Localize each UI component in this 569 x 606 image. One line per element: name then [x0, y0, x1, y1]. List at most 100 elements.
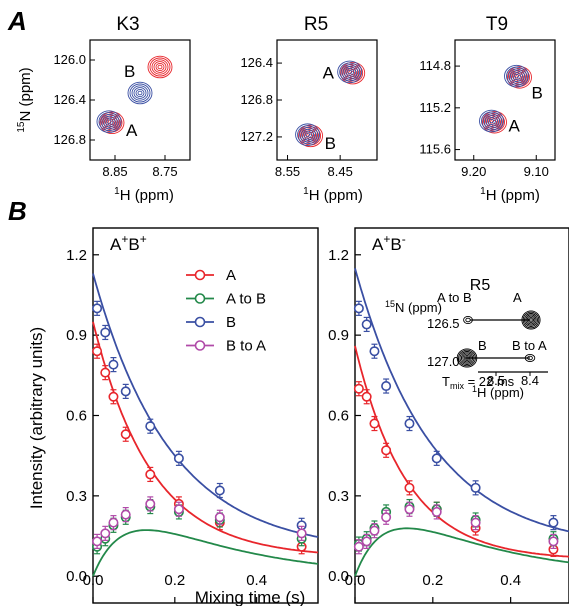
data-point-a: [120, 429, 131, 440]
data-point-b: [381, 381, 392, 392]
panel-letter-a: A: [7, 6, 27, 36]
plot-xtick-label: 0.0: [345, 572, 366, 589]
nmr-ytick-label: 115.6: [419, 142, 451, 157]
data-point-b-to-a: [548, 536, 559, 547]
nmr-ytick-label: 126.0: [53, 52, 86, 67]
data-point-a: [92, 346, 103, 357]
data-point-b: [369, 346, 380, 357]
data-point-b-to-a: [470, 517, 481, 528]
inset-peak-a: [529, 318, 533, 322]
inset-peak-b: [458, 349, 476, 367]
contour-ring: [479, 109, 504, 133]
contour-ring: [341, 64, 359, 80]
nmr-xtick-label: 9.10: [524, 164, 549, 179]
nmr-ytick-label: 126.4: [53, 92, 86, 107]
fit-curve-a-to-b: [354, 527, 569, 577]
nmr-xlabel-k3: 1H (ppm): [114, 186, 174, 204]
contour-ring: [507, 66, 532, 89]
inset-peak-b: [460, 352, 474, 364]
contour-ring: [297, 125, 319, 145]
legend-label: B: [226, 314, 236, 331]
plot-ytick-label: 0.9: [328, 327, 349, 344]
inset-label-b-to-a: B to A: [512, 338, 547, 353]
inset-xtick-label: 8.4: [521, 373, 539, 388]
data-point-a: [369, 418, 380, 429]
contour-ring: [149, 57, 171, 77]
inset-peak-b: [462, 353, 472, 363]
contour-ring: [481, 111, 502, 131]
plot-xtick-label: 0.4: [500, 572, 521, 589]
inset-label-a-to-b: A to B: [437, 290, 472, 305]
data-point-b-to-a: [108, 517, 119, 528]
legend-marker: [194, 293, 206, 304]
data-point-b: [404, 418, 415, 429]
inset-title: R5: [470, 277, 491, 294]
nmr-peak-label: B: [532, 84, 543, 103]
nmr-peak-label: B: [124, 62, 135, 81]
contour-ring: [153, 61, 167, 73]
contour-ring: [133, 87, 147, 99]
data-point-a: [361, 391, 372, 402]
x-axis-title: Mixing time (s): [195, 588, 306, 606]
inset-ytick-1270: 127.0: [427, 354, 460, 369]
legend: A A to B B B to A: [186, 267, 266, 355]
legend-marker: [194, 316, 206, 328]
nmr-panel-k3: K3 1H (ppm) 15N (ppm) 126.0 126.4 126.8 8.8…: [16, 14, 191, 204]
inset-peak-b: [465, 356, 469, 360]
data-point-b-to-a: [92, 536, 103, 547]
data-point-b-to-a: [404, 504, 415, 515]
data-point-b-to-a: [369, 525, 380, 536]
contour-ring: [137, 90, 143, 96]
nmr-frame-t9: [454, 39, 556, 161]
nmr-peak-label: A: [323, 63, 335, 82]
contour-ring: [135, 88, 145, 98]
nmr-peak-label: A: [509, 116, 521, 135]
plot-ytick-label: 0.9: [66, 327, 87, 344]
contour-ring: [301, 128, 315, 141]
inset-peak-b-to-a: [524, 353, 536, 363]
plot-xtick-label: 0.4: [246, 572, 267, 589]
nmr-peak-label: A: [126, 121, 138, 140]
data-point-b: [214, 485, 225, 496]
nmr-ytick-label: 126.4: [240, 55, 273, 70]
data-point-b-to-a: [431, 506, 442, 517]
contour-ring: [339, 62, 361, 82]
legend-marker: [194, 269, 206, 281]
contour-ring: [129, 83, 151, 103]
plot-xtick-label: 0.2: [164, 572, 185, 589]
nmr-xtick-label: 8.85: [102, 164, 127, 179]
plot-xtick-label: 0.0: [83, 572, 104, 589]
inset-background: [423, 270, 562, 408]
data-point-b-to-a: [214, 512, 225, 523]
legend-label: B to A: [226, 338, 266, 355]
contour-ring: [104, 117, 114, 126]
data-point-b: [120, 386, 131, 397]
inset-peak-b: [463, 354, 471, 362]
inset-peak-a: [526, 315, 536, 325]
contour-ring: [106, 119, 112, 124]
inset-peak-b: [459, 351, 475, 365]
fit-curve-b: [92, 273, 319, 538]
nmr-ytick-label: 126.8: [240, 92, 273, 107]
data-point-b: [92, 303, 103, 314]
contour-ring: [131, 85, 149, 101]
data-point-b: [108, 359, 119, 370]
plot-frame-left: [92, 227, 319, 604]
inset-peak-b-to-a: [527, 355, 533, 361]
data-point-b: [173, 453, 184, 464]
contour-ring: [305, 132, 311, 137]
nmr-title-k3: K3: [116, 14, 139, 35]
inset-xlabel: 1H (ppm): [472, 384, 524, 400]
data-point-a: [381, 445, 392, 456]
decay-plot-a-plus-b-minus: A+B- 0.0 0.3 0.6 0.9 1.2 0.0 0.2 0.4: [328, 227, 569, 604]
nmr-xtick-label: 8.45: [328, 164, 353, 179]
inset-r5: R5 15N (ppm) A to B A 126.5 127.0 B B to…: [385, 270, 562, 408]
contour-ring: [298, 124, 324, 148]
data-point-b: [145, 421, 156, 432]
legend-label: A to B: [226, 291, 266, 308]
data-point-b-to-a: [361, 536, 372, 547]
inset-peak-a: [521, 310, 541, 330]
plot-ytick-label: 1.2: [66, 247, 87, 264]
condition-label-left: A+B+: [110, 232, 147, 254]
fit-curve-b: [354, 267, 569, 533]
